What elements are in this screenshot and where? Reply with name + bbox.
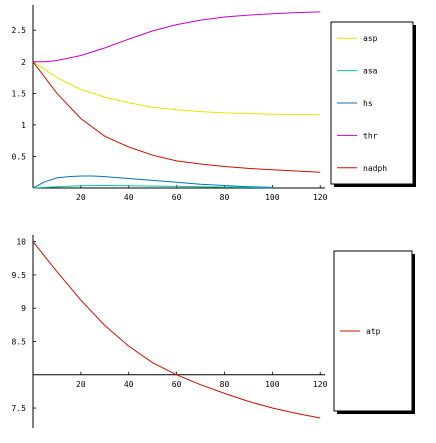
y-tick-label: 2.5 — [12, 26, 27, 35]
y-tick-label: 1 — [21, 121, 26, 130]
series-line-thr — [33, 11, 321, 63]
chart-bottom: 20 40 60 80 100 120 7.5 8.5 9 9.5 10 atp — [12, 235, 415, 428]
series-line-hs — [32, 175, 273, 189]
y-tick-label: 8.5 — [12, 337, 27, 346]
legend-label-asp: asp — [363, 34, 378, 43]
legend-label-hs: hs — [363, 99, 373, 108]
y-tick-label: 2 — [21, 58, 26, 67]
x-tick-label: 100 — [265, 193, 280, 202]
x-tick-label: 60 — [172, 193, 182, 202]
series-line-asa — [32, 184, 273, 189]
y-tick-label: 7.5 — [12, 404, 27, 413]
x-tick-label: 120 — [313, 193, 328, 202]
x-tick-label: 120 — [313, 380, 328, 389]
legend-box — [330, 21, 414, 185]
x-tick-label: 40 — [124, 193, 134, 202]
x-tick-label: 60 — [172, 380, 182, 389]
legend-label-asa: asa — [363, 67, 378, 76]
x-tick-label: 80 — [220, 193, 230, 202]
y-tick-label: 1.5 — [12, 89, 27, 98]
legend-label-thr: thr — [363, 131, 378, 140]
x-tick-label: 80 — [220, 380, 230, 389]
legend-label-atp: atp — [366, 327, 381, 336]
chart-top: 20 40 60 80 100 120 0.5 1 1.5 2 2.5 asp asa hs thr nadp… — [12, 5, 416, 202]
series-line-atp — [32, 241, 321, 419]
y-tick-label: 0.5 — [12, 152, 27, 161]
x-tick-label: 40 — [124, 380, 134, 389]
series-line-nadph — [32, 61, 321, 173]
x-tick-label: 20 — [76, 380, 86, 389]
y-tick-label: 10 — [16, 238, 26, 247]
x-tick-label: 100 — [265, 380, 280, 389]
y-tick-label: 9 — [21, 304, 26, 313]
x-tick-label: 20 — [76, 193, 86, 202]
legend-label-nadph: nadph — [363, 164, 387, 173]
series-line-asp — [32, 61, 321, 116]
y-tick-label: 9.5 — [12, 271, 27, 280]
